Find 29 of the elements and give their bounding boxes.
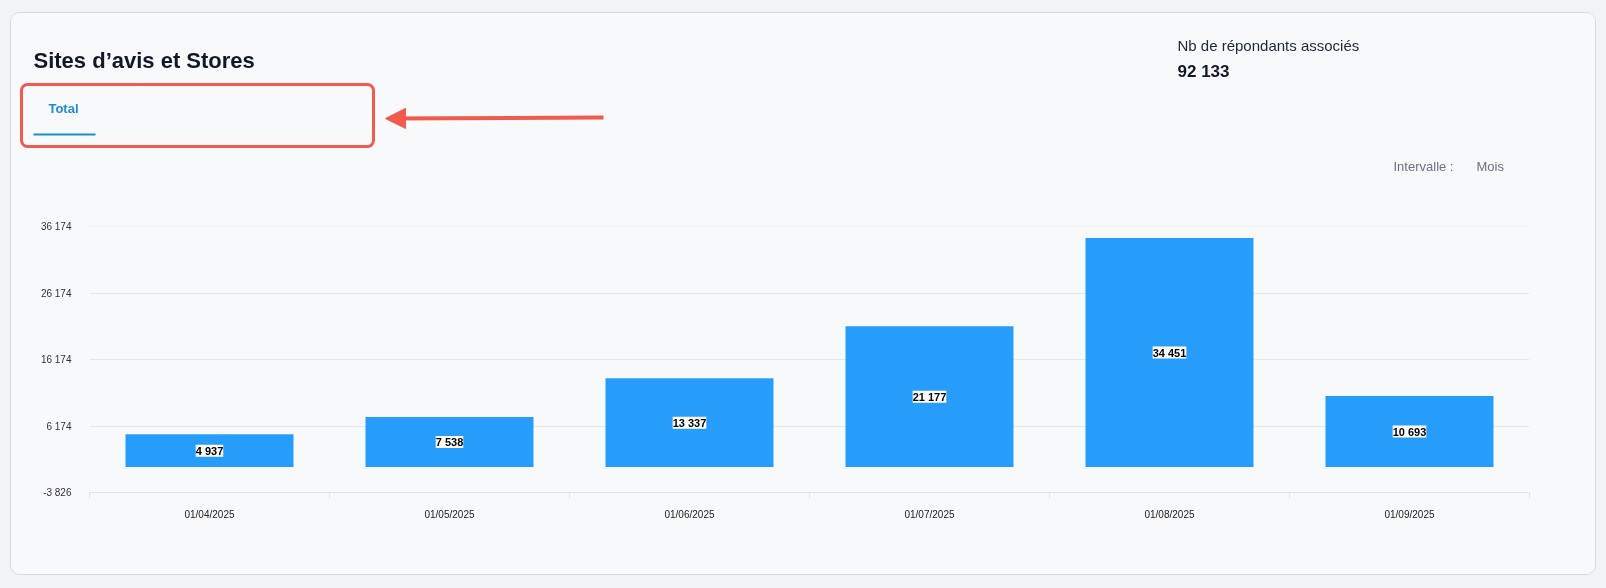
text: Mois (1476, 159, 1505, 174)
y-tick-label: 16 174 (40, 354, 72, 365)
data-label: 13 337 (672, 416, 707, 429)
y-tick-label: 36 174 (40, 221, 72, 232)
chart-title: Sites d’avis et Stores (33, 48, 255, 73)
x-tick-label: 01/07/2025 (904, 508, 955, 520)
data-label: 7 538 (435, 435, 464, 448)
text: Total (48, 101, 79, 116)
y-tick-label: -3 826 (43, 487, 72, 498)
text: Nb de répondants associés (1177, 37, 1360, 54)
x-tick-label: 01/04/2025 (184, 508, 235, 520)
x-tick-label: 01/06/2025 (664, 508, 715, 520)
bar (365, 416, 534, 468)
bar (605, 378, 774, 468)
y-tick-label: 6 174 (46, 420, 72, 432)
data-label: 34 451 (1152, 346, 1187, 359)
bar (1325, 395, 1494, 468)
data-label: 21 177 (912, 390, 947, 403)
x-tick-label: 01/09/2025 (1384, 508, 1435, 520)
data-label: 4 937 (195, 444, 224, 457)
bar (1085, 237, 1254, 468)
x-tick-label: 01/05/2025 (424, 508, 475, 520)
bar (125, 434, 294, 468)
text: Intervalle : (1393, 159, 1454, 174)
y-tick-label: 26 174 (40, 287, 72, 299)
data-label: 10 693 (1392, 425, 1427, 438)
text: 92 133 (1177, 62, 1230, 81)
bar (845, 326, 1014, 468)
x-tick-label: 01/08/2025 (1144, 508, 1195, 520)
